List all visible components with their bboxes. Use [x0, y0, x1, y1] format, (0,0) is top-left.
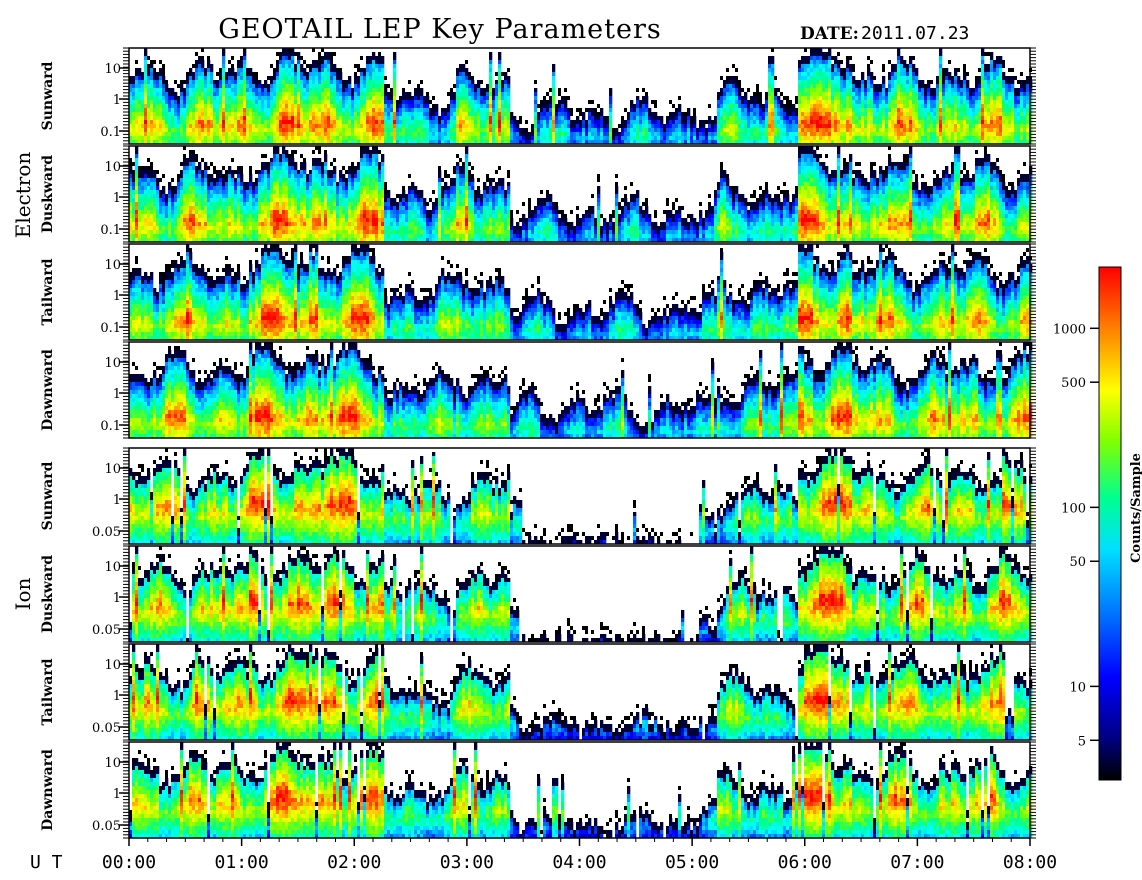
colorbar-tick-label: 1000 — [1053, 322, 1086, 337]
y-tick-label: 0.1 — [100, 125, 121, 140]
colorbar-label: Counts/Sample — [1129, 453, 1142, 563]
x-tick-label: 02:00 — [327, 852, 381, 873]
y-tick-label: 1 — [113, 591, 121, 606]
y-tick-label: 0.1 — [100, 223, 121, 238]
colorbar: Counts/Sample 1000 500 100 50 10 5 — [1053, 266, 1142, 781]
y-tick-label: 1 — [113, 689, 121, 704]
panel-label: Duskward — [40, 555, 56, 633]
y-tick-label: 0.05 — [92, 819, 121, 834]
y-tick-label: 10 — [104, 62, 121, 77]
panel-heatmap — [129, 448, 1033, 545]
y-tick-label: 0.05 — [92, 623, 121, 638]
x-tick-label: 01:00 — [215, 852, 269, 873]
y-tick-label: 10 — [104, 560, 121, 575]
colorbar-tick-label: 10 — [1069, 680, 1086, 695]
group-label-ion: Ion — [11, 577, 35, 610]
y-tick-label: 10 — [104, 356, 121, 371]
panel-heatmap — [129, 644, 1033, 741]
date-value: 2011.07.23 — [861, 23, 969, 44]
y-tick-label: 1 — [113, 191, 121, 206]
x-tick-label: 05:00 — [665, 852, 719, 873]
x-axis-label: U T — [30, 852, 63, 873]
panel-electron-duskward: 10 1 0.1 Duskward — [40, 145, 1036, 243]
y-tick-label: 0.05 — [92, 525, 121, 540]
y-tick-label: 1 — [113, 493, 121, 508]
panel-electron-tailward: 10 1 0.1 Tailward — [40, 243, 1036, 341]
panel-label: Tailward — [40, 658, 56, 725]
x-tick-label: 04:00 — [552, 852, 606, 873]
colorbar-tick-label: 5 — [1078, 734, 1086, 749]
panel-label: Sunward — [40, 461, 56, 530]
x-tick-label: 00:00 — [102, 852, 156, 873]
panel-label: Tailward — [40, 258, 56, 325]
y-tick-label: 10 — [104, 462, 121, 477]
panel-heatmap — [129, 546, 1033, 643]
y-tick-label: 1 — [113, 289, 121, 304]
y-tick-label: 0.1 — [100, 419, 121, 434]
panel-ion-tailward: 10 1 0.05 Tailward — [40, 643, 1036, 741]
panel-ion-dawnward: 10 1 0.05 Dawnward — [40, 741, 1036, 839]
panel-heatmap — [129, 342, 1033, 439]
panel-label: Duskward — [40, 155, 56, 233]
x-axis: U T 00:00 01:00 02:00 03:00 04:00 05:00 06:00 0… — [30, 838, 1057, 873]
panel-label: Sunward — [40, 61, 56, 130]
y-tick-label: 1 — [113, 93, 121, 108]
panel-ion-sunward: 10 1 0.05 Sunward — [40, 447, 1036, 545]
chart-title: GEOTAIL LEP Key Parameters — [218, 14, 662, 45]
colorbar-tick-label: 100 — [1061, 501, 1086, 516]
panel-heatmap — [129, 742, 1033, 839]
x-tick-label: 08:00 — [1003, 852, 1057, 873]
y-tick-label: 10 — [104, 756, 121, 771]
panel-heatmap — [129, 146, 1033, 243]
y-tick-label: 0.05 — [92, 721, 121, 736]
panel-label: Dawnward — [40, 349, 56, 431]
panel-label: Dawnward — [40, 749, 56, 831]
panel-ion-duskward: 10 1 0.05 Duskward — [40, 545, 1036, 643]
panel-electron-sunward: 10 1 0.1 Sunward — [40, 47, 1036, 145]
panel-heatmap — [129, 48, 1033, 145]
y-tick-label: 10 — [104, 258, 121, 273]
y-tick-label: 10 — [104, 160, 121, 175]
colorbar-gradient — [1098, 266, 1122, 781]
y-tick-label: 0.1 — [100, 321, 121, 336]
colorbar-tick-label: 50 — [1069, 555, 1086, 570]
x-tick-label: 07:00 — [890, 852, 944, 873]
spectrogram-panels: 10 1 0.1 Sunward 10 1 0.1 Duskward 10 1 0.1 Tailwar… — [40, 47, 1036, 839]
panel-heatmap — [129, 244, 1033, 341]
colorbar-tick-label: 500 — [1061, 376, 1086, 391]
y-tick-label: 10 — [104, 658, 121, 673]
y-tick-label: 1 — [113, 387, 121, 402]
panel-electron-dawnward: 10 1 0.1 Dawnward — [40, 341, 1036, 439]
group-label-electron: Electron — [11, 152, 35, 239]
date-label: DATE: — [800, 24, 859, 44]
y-tick-label: 1 — [113, 787, 121, 802]
x-tick-label: 06:00 — [778, 852, 832, 873]
x-tick-label: 03:00 — [440, 852, 494, 873]
